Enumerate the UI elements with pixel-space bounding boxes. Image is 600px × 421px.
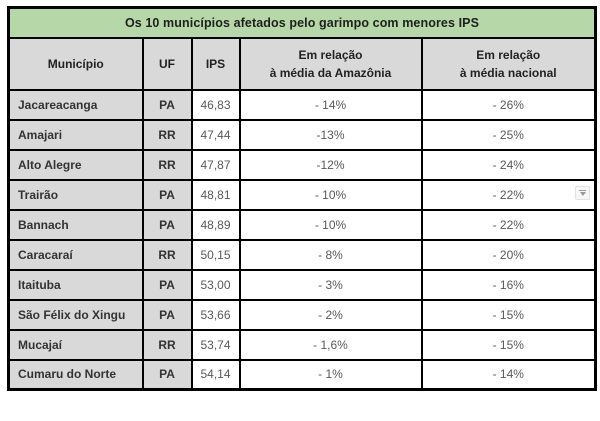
cell-vs-nacional: - 20% bbox=[420, 238, 597, 271]
cell-vs-nacional: - 26% bbox=[420, 88, 597, 121]
cell-municipio: Trairão bbox=[7, 178, 144, 211]
cell-municipio: Alto Alegre bbox=[7, 148, 144, 181]
table-row: Alto Alegre RR 47,87 -12% - 24% bbox=[7, 148, 597, 181]
cell-vs-amazonia: - 1,6% bbox=[238, 328, 423, 361]
cell-vs-amazonia: - 10% bbox=[238, 178, 423, 211]
cell-uf: RR bbox=[141, 118, 193, 151]
table-row: Itaituba PA 53,00- 3% - 16% bbox=[7, 268, 597, 301]
cell-uf: PA bbox=[141, 358, 193, 391]
cell-uf: RR bbox=[141, 328, 193, 361]
cell-vs-nacional: - 24% bbox=[420, 148, 597, 181]
table-row: Bannach PA 48,89- 10% - 22% bbox=[7, 208, 597, 241]
header-ips: IPS bbox=[190, 36, 241, 91]
table-header-row: Município UF IPS Em relação à média da A… bbox=[7, 36, 597, 91]
dropdown-bar bbox=[579, 190, 586, 191]
cell-ips: 47,87 bbox=[190, 148, 241, 181]
table-title-row: Os 10 municípios afetados pelo garimpo c… bbox=[7, 6, 597, 39]
cell-uf: PA bbox=[141, 298, 193, 331]
cell-vs-amazonia: - 2% bbox=[238, 298, 423, 331]
cell-municipio: Caracaraí bbox=[7, 238, 144, 271]
cell-uf: PA bbox=[141, 88, 193, 121]
cell-vs-amazonia: - 3% bbox=[238, 268, 423, 301]
cell-vs-amazonia: - 1% bbox=[238, 358, 423, 391]
cell-municipio: Jacareacanga bbox=[7, 88, 144, 121]
cell-municipio: Itaituba bbox=[7, 268, 144, 301]
cell-ips: 53,66 bbox=[190, 298, 241, 331]
cell-ips: 50,15 bbox=[190, 238, 241, 271]
cell-vs-amazonia: - 14% bbox=[238, 88, 423, 121]
cell-vs-nacional: - 16% bbox=[420, 268, 597, 301]
cell-vs-amazonia: - 8% bbox=[238, 238, 423, 271]
cell-vs-nacional: - 22% bbox=[420, 178, 597, 211]
cell-vs-amazonia: -13% bbox=[238, 118, 423, 151]
cell-vs-nacional: - 22% bbox=[420, 208, 597, 241]
cell-municipio: São Félix do Xingu bbox=[7, 298, 144, 331]
dropdown-indicator-icon[interactable] bbox=[575, 186, 590, 200]
cell-uf: PA bbox=[141, 178, 193, 211]
table-row: Cumaru do Norte PA 54,14- 1% - 14% bbox=[7, 358, 597, 391]
cell-ips: 54,14 bbox=[190, 358, 241, 391]
ips-ranking-table: Os 10 municípios afetados pelo garimpo c… bbox=[7, 6, 597, 391]
cell-municipio: Mucajaí bbox=[7, 328, 144, 361]
cell-uf: RR bbox=[141, 148, 193, 181]
cell-uf: PA bbox=[141, 208, 193, 241]
table-title: Os 10 municípios afetados pelo garimpo c… bbox=[7, 6, 597, 39]
cell-uf: RR bbox=[141, 238, 193, 271]
cell-ips: 48,81 bbox=[190, 178, 241, 211]
cell-uf: PA bbox=[141, 268, 193, 301]
table-row: Trairão PA 48,81- 10% - 22% bbox=[7, 178, 597, 211]
cell-vs-nacional: - 15% bbox=[420, 298, 597, 331]
cell-ips: 53,00 bbox=[190, 268, 241, 301]
header-vs-amazonia: Em relação à média da Amazônia bbox=[238, 36, 423, 91]
header-vs-nacional: Em relação à média nacional bbox=[420, 36, 597, 91]
cell-ips: 48,89 bbox=[190, 208, 241, 241]
cell-ips: 47,44 bbox=[190, 118, 241, 151]
table-row: Amajari RR 47,44 -13% - 25% bbox=[7, 118, 597, 151]
chevron-down-icon bbox=[579, 192, 586, 196]
table-row: Caracaraí RR 50,15- 8% - 20% bbox=[7, 238, 597, 271]
header-uf: UF bbox=[141, 36, 193, 91]
cell-vs-amazonia: -12% bbox=[238, 148, 423, 181]
cell-vs-amazonia: - 10% bbox=[238, 208, 423, 241]
cell-municipio: Cumaru do Norte bbox=[7, 358, 144, 391]
cell-ips: 46,83 bbox=[190, 88, 241, 121]
cell-municipio: Amajari bbox=[7, 118, 144, 151]
table-row: Jacareacanga PA 46,83- 14% - 26% bbox=[7, 88, 597, 121]
cell-vs-nacional: - 25% bbox=[420, 118, 597, 151]
table-row: Mucajaí RR 53,74- 1,6% - 15% bbox=[7, 328, 597, 361]
cell-municipio: Bannach bbox=[7, 208, 144, 241]
cell-vs-nacional: - 14% bbox=[420, 358, 597, 391]
table-row: São Félix do Xingu PA 53,66- 2% - 15% bbox=[7, 298, 597, 331]
header-municipio: Município bbox=[7, 36, 144, 91]
cell-ips: 53,74 bbox=[190, 328, 241, 361]
cell-vs-nacional: - 15% bbox=[420, 328, 597, 361]
